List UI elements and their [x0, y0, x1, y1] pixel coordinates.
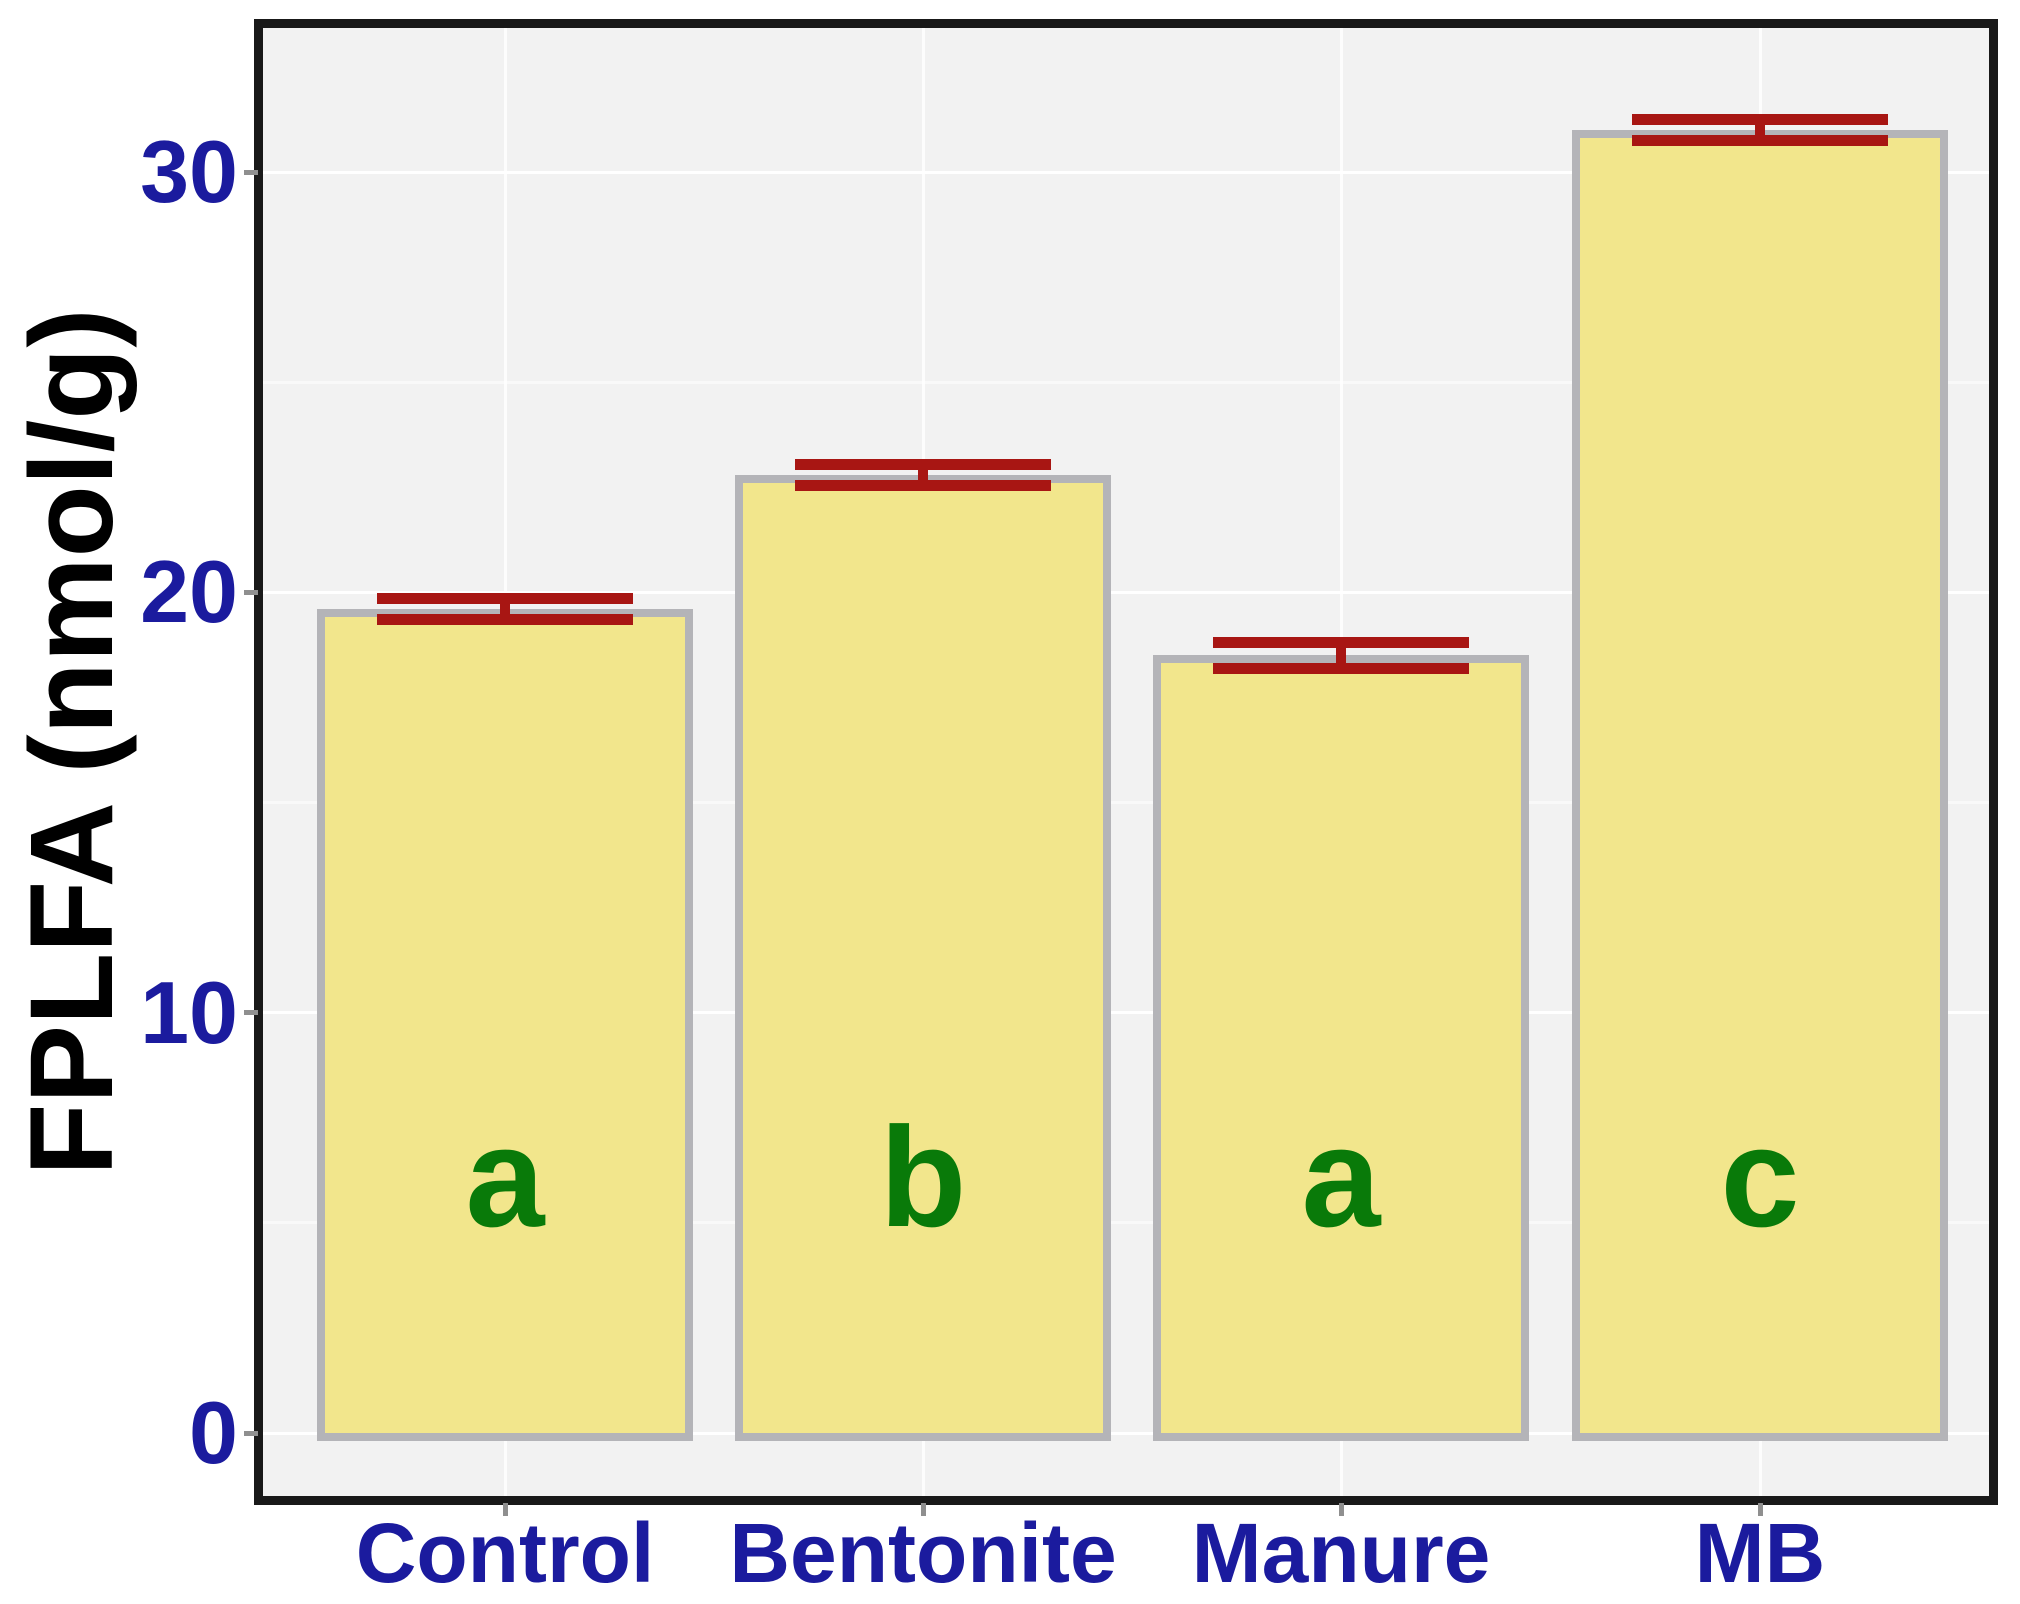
x-tick-mark-manure [1338, 1503, 1344, 1516]
x-tick-mark-bentonite [920, 1503, 926, 1516]
gridline-h-minor-15 [263, 801, 1989, 805]
y-tick-label-10: 10 [140, 962, 238, 1062]
error-bar-cap-bottom-bentonite [795, 479, 1051, 491]
error-bar-line-control [500, 598, 510, 620]
y-tick-mark-30 [244, 169, 258, 175]
error-bar-line-manure [1336, 642, 1346, 669]
y-tick-mark-10 [244, 1010, 258, 1016]
error-bar-cap-bottom-control [377, 614, 633, 626]
y-tick-mark-0 [244, 1430, 258, 1436]
significance-letter-mb: c [1720, 1098, 1800, 1257]
y-tick-label-30: 30 [140, 122, 238, 222]
error-bar-cap-top-mb [1632, 114, 1888, 126]
x-category-label-manure: Manure [1191, 1506, 1491, 1600]
gridline-h-major-30 [263, 170, 1989, 174]
error-bar-cap-bottom-mb [1632, 135, 1888, 147]
significance-letter-manure: a [1301, 1098, 1381, 1257]
y-tick-mark-20 [244, 589, 258, 595]
gridline-h-major-0 [263, 1431, 1989, 1435]
gridline-h-minor-5 [263, 1221, 1989, 1225]
x-tick-mark-mb [1757, 1503, 1763, 1516]
x-category-label-control: Control [355, 1506, 655, 1600]
x-category-label-bentonite: Bentonite [729, 1506, 1117, 1600]
x-tick-mark-control [502, 1503, 508, 1516]
bar-mb [1572, 130, 1948, 1441]
x-category-label-mb: MB [1694, 1506, 1826, 1600]
error-bar-cap-bottom-manure [1213, 662, 1469, 674]
significance-letter-control: a [465, 1098, 545, 1257]
gridline-h-major-10 [263, 1011, 1989, 1015]
error-bar-cap-top-control [377, 593, 633, 605]
bar-control [317, 609, 693, 1441]
significance-letter-bentonite: b [879, 1098, 967, 1257]
gridline-h-major-20 [263, 590, 1989, 594]
bar-bentonite [735, 474, 1111, 1441]
y-tick-label-0: 0 [189, 1383, 238, 1482]
error-bar-cap-top-manure [1213, 637, 1469, 649]
error-bar-line-mb [1755, 119, 1765, 141]
error-bar-cap-top-bentonite [795, 458, 1051, 470]
error-bar-line-bentonite [918, 464, 928, 486]
y-tick-label-20: 20 [140, 542, 238, 642]
gridline-h-minor-25 [263, 380, 1989, 384]
y-axis-label: FPLFA (nmol/g) [6, 308, 138, 1176]
bar-manure [1153, 655, 1529, 1441]
